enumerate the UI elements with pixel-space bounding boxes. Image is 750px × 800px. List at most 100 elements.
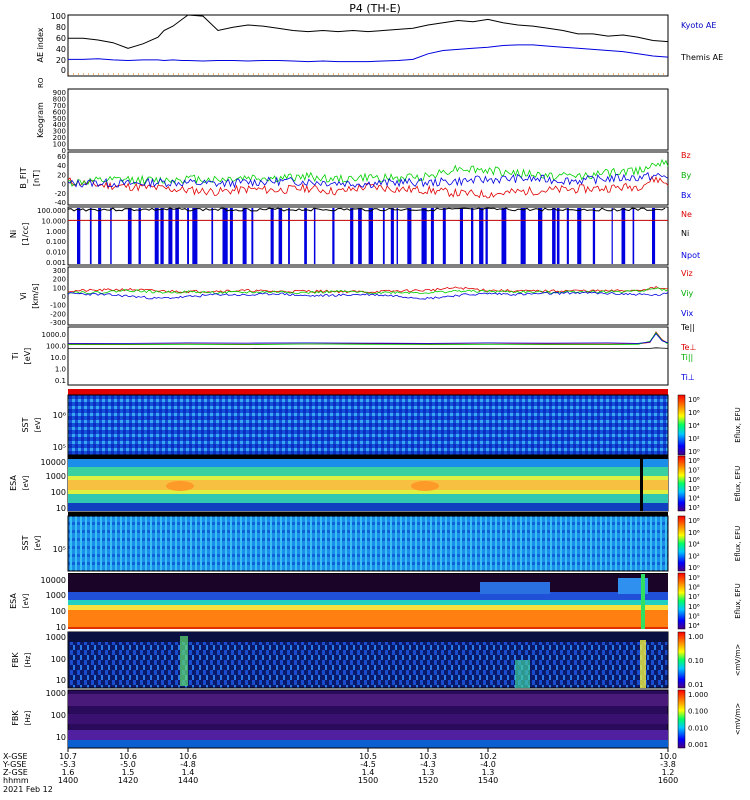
velocity-ytick: -200	[50, 310, 66, 318]
npot-bar	[382, 208, 385, 264]
colorbar-tick: 10⁴	[688, 422, 700, 430]
legend-ti-perp: Ti⊥	[680, 373, 695, 382]
sst-electron-top-band	[68, 512, 668, 516]
colorbar-tick: 10⁶	[688, 603, 700, 611]
npot-bar	[368, 208, 373, 264]
npot-bar	[127, 208, 132, 264]
time-axis-ygse-value: -5.3	[60, 760, 76, 769]
npot-bar	[154, 208, 159, 264]
colorbar-tick: 10⁴	[688, 495, 700, 503]
colorbar-tick: 1.00	[688, 633, 704, 641]
fbk-efi-band	[68, 714, 668, 724]
bfield-ytick: -20	[55, 190, 66, 198]
time-axis-xgse-value: 10.3	[419, 752, 437, 761]
colorbar-tick: 10⁶	[688, 409, 700, 417]
sst-electron-spectrogram: SST [eV] 10⁵	[21, 512, 669, 572]
esa-electron-hot-region	[480, 582, 550, 594]
fbk-efi-ylabel-units: [Hz]	[24, 711, 32, 726]
axis-row-label-ygse: Y-GSE	[2, 760, 26, 769]
temperature-series-line	[67, 331, 669, 345]
sst-electron-spectrogram-image	[67, 515, 669, 572]
velocity-ytick: 200	[53, 276, 66, 284]
temperature-series-line	[68, 332, 669, 346]
axis-row-label-hhmm: hhmm	[3, 776, 29, 785]
esa-ion-gap	[640, 456, 643, 511]
fbk-scm-ytick: 1000	[46, 633, 66, 642]
npot-bar	[459, 208, 463, 264]
time-axis-hhmm-value: 1500	[358, 776, 378, 785]
time-axis-xgse-value: 10.2	[479, 752, 497, 761]
esa-ion-spectrogram: ESA [eV] 10000 1000 100 10	[9, 455, 669, 513]
fbk-scm-ylabel: FBK	[11, 652, 20, 668]
fbk-scm-ytick: 100	[51, 655, 66, 664]
time-axis-ygse-value: -5.0	[120, 760, 136, 769]
temperature-series-line	[68, 332, 669, 344]
npot-bar	[485, 208, 488, 264]
esa-electron-band-peak	[68, 605, 668, 610]
npot-bar	[592, 208, 596, 264]
time-axis-xgse-value: 10.6	[179, 752, 197, 761]
npot-series	[77, 208, 656, 264]
bfield-ytick: -40	[55, 199, 66, 207]
page-title: P4 (TH-E)	[349, 2, 401, 15]
npot-bar	[270, 208, 274, 264]
esa-ion-ytick: 1000	[46, 472, 66, 481]
colorbar-tick: 10⁰	[688, 448, 700, 456]
colorbar-label: <mV/m>	[734, 644, 742, 677]
npot-bar	[278, 208, 283, 264]
npot-bar	[621, 208, 626, 264]
colorbar-tick: 10²	[688, 435, 700, 443]
fbk-efi-ytick: 1000	[46, 689, 66, 698]
npot-bar	[556, 208, 560, 264]
legend-ti-par: Ti||	[680, 353, 693, 362]
time-axis-xgse-value: 10.5	[359, 752, 377, 761]
density-ytick: 0.001	[46, 259, 66, 267]
npot-bar	[313, 208, 316, 264]
fbk-efi-band	[68, 694, 668, 706]
temperature-yticks: 1000.0 100.0 10.0 1.0 0.1	[42, 331, 67, 385]
npot-bar	[538, 208, 543, 264]
density-yticks: 100.000 10.000 1.000 0.100 0.010 0.001	[37, 207, 66, 267]
npot-bar	[222, 208, 228, 264]
by-line	[67, 158, 669, 187]
esa-ion-band-upper	[68, 467, 668, 476]
ae-ytick: 20	[56, 56, 66, 65]
npot-bar	[229, 208, 233, 264]
colorbar-tick: 1.000	[688, 691, 708, 699]
sst-ion-ylabel-units: [eV]	[34, 417, 42, 432]
sst-ion-spectrogram: SST [eV] 10⁶ 10⁵	[21, 389, 669, 456]
npot-bar	[242, 208, 247, 264]
npot-bar	[632, 208, 635, 264]
colorbar	[677, 689, 686, 749]
keogram-corner-label: RO	[37, 77, 45, 88]
colorbar-label: Eflux, EFU	[734, 466, 742, 501]
axis-row-label-xgse: X-GSE	[3, 752, 28, 761]
density-ytick: 0.100	[46, 238, 66, 246]
temperature-ytick: 100.0	[46, 343, 66, 351]
time-axis-ygse-value: -4.5	[360, 760, 376, 769]
colorbar-tick: 10⁸	[688, 517, 700, 525]
npot-bar	[501, 208, 507, 264]
fbk-efi-band-low	[68, 740, 668, 748]
legend-bx: Bx	[681, 191, 691, 200]
legend-by: By	[681, 171, 691, 180]
temperature-ytick: 10.0	[50, 354, 66, 362]
esa-electron-band-core	[68, 610, 668, 627]
fbk-scm-band-top	[68, 632, 668, 642]
bfield-ytick: 60	[57, 153, 66, 161]
npot-bar	[442, 208, 446, 264]
time-axis-xgse-value: 10.7	[59, 752, 77, 761]
temperature-ytick: 1000.0	[42, 331, 67, 339]
fbk-scm-spectrogram: FBK [Hz] 1000 100 10	[11, 631, 669, 689]
esa-ion-hotspot	[166, 481, 194, 491]
esa-electron-spectrogram: ESA [eV] 10000 1000 100 10	[9, 573, 668, 632]
velocity-ytick: 100	[53, 284, 66, 292]
colorbar-tick: 0.010	[688, 724, 708, 732]
time-axis-zgse-value: 1.4	[182, 768, 195, 777]
keogram-ytick: 600	[53, 108, 66, 116]
density-ylabel: Ni	[9, 230, 18, 238]
kyoto-ae-line	[68, 14, 669, 49]
colorbar-tick: 10⁶	[688, 476, 700, 484]
